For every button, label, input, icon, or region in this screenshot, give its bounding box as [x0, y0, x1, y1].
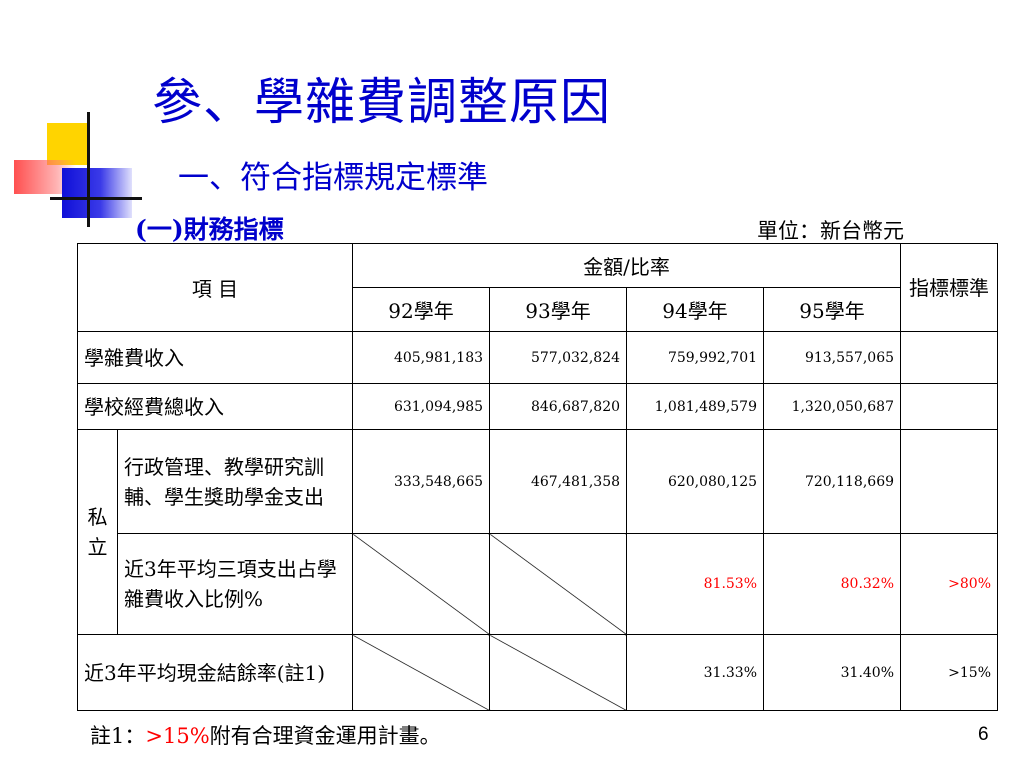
table-cell: 1,081,489,579 — [626, 383, 765, 430]
slide-title: 參、學雜費調整原因 — [152, 73, 611, 131]
table-row: 近3年平均現金結餘率(註1) 31.33% 31.40% >15% — [76, 634, 999, 711]
header-year: 95學年 — [763, 287, 902, 332]
table-cell: 80.32% — [763, 533, 902, 635]
financial-indicator-table: 項 目 金額/比率 指標標準 92學年 93學年 94學年 95學年 學雜費收入… — [76, 243, 999, 711]
unit-label: 單位：新台幣元 — [757, 219, 904, 243]
table-cell-empty-diagonal — [352, 634, 491, 711]
slide-subtitle: 一、符合指標規定標準 — [178, 160, 488, 196]
table-row: 學校經費總收入 631,094,985 846,687,820 1,081,48… — [76, 383, 999, 430]
table-cell-standard: >80% — [900, 533, 999, 635]
decorative-blue-square — [62, 168, 132, 218]
table-cell: 759,992,701 — [626, 331, 765, 384]
footnote: 註1：>15%附有合理資金運用計畫。 — [90, 720, 441, 750]
table-row: 學雜費收入 405,981,183 577,032,824 759,992,70… — [76, 331, 999, 384]
row-label: 近3年平均三項支出占學雜費收入比例% — [116, 533, 354, 635]
table-cell — [900, 429, 999, 534]
table-cell: 333,548,665 — [352, 429, 491, 534]
decorative-horizontal-line — [50, 197, 142, 200]
header-year: 94學年 — [626, 287, 765, 332]
table-cell-empty-diagonal — [352, 533, 491, 635]
row-label: 學校經費總收入 — [76, 383, 354, 430]
table-cell — [900, 383, 999, 430]
private-group-label: 私立 — [77, 429, 118, 635]
table-cell: 31.33% — [626, 634, 765, 711]
table-cell-empty-diagonal — [489, 634, 628, 711]
table-cell: 720,118,669 — [763, 429, 902, 534]
table-cell: 81.53% — [626, 533, 765, 635]
table-cell: 620,080,125 — [626, 429, 765, 534]
table-header-row: 項 目 金額/比率 指標標準 — [76, 243, 999, 332]
table-cell: 913,557,065 — [763, 331, 902, 384]
footnote-prefix: 註1： — [90, 724, 146, 748]
row-label: 學雜費收入 — [76, 331, 354, 384]
decorative-vertical-line — [87, 112, 90, 227]
table-cell — [900, 331, 999, 384]
table-row: 近3年平均三項支出占學雜費收入比例% 81.53% 80.32% >80% — [78, 533, 999, 635]
table-cell-empty-diagonal — [489, 533, 628, 635]
header-year: 92學年 — [352, 287, 491, 332]
table-cell-standard: >15% — [900, 634, 999, 711]
footnote-text: 附有合理資金運用計畫。 — [209, 724, 441, 748]
table-cell: 631,094,985 — [352, 383, 491, 430]
table-cell: 577,032,824 — [489, 331, 628, 384]
section-heading: (一)財務指標 — [135, 215, 284, 244]
table-cell: 31.40% — [763, 634, 902, 711]
row-label: 行政管理、教學研究訓輔、學生獎助學金支出 — [116, 429, 354, 534]
header-year: 93學年 — [489, 287, 628, 332]
table-cell: 1,320,050,687 — [763, 383, 902, 430]
table-row: 私立 行政管理、教學研究訓輔、學生獎助學金支出 333,548,665 467,… — [77, 429, 999, 635]
decorative-yellow-square — [47, 123, 87, 165]
row-label: 近3年平均現金結餘率(註1) — [76, 634, 354, 711]
header-standard: 指標標準 — [900, 243, 999, 332]
table-cell: 846,687,820 — [489, 383, 628, 430]
header-amount-ratio: 金額/比率 — [352, 243, 902, 288]
table-cell: 467,481,358 — [489, 429, 628, 534]
footnote-highlight: >15% — [145, 724, 210, 748]
table-cell: 405,981,183 — [352, 331, 491, 384]
header-item: 項 目 — [76, 243, 354, 332]
page-number: 6 — [978, 724, 989, 745]
